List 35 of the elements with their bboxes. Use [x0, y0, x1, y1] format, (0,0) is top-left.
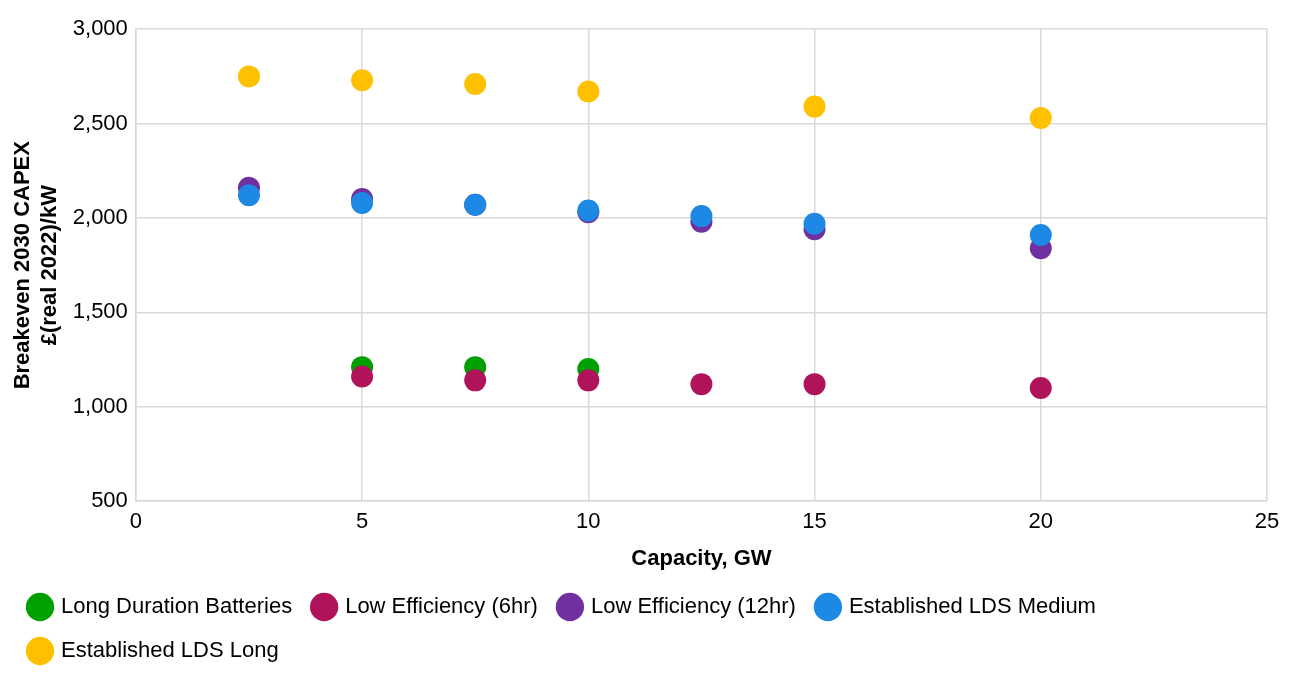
x-tick-label: 25	[1254, 508, 1280, 534]
legend-label: Low Efficiency (12hr)	[590, 593, 796, 619]
point	[1029, 223, 1052, 246]
point	[803, 373, 826, 396]
y-axis-title: Breakeven 2030 CAPEX £(real 2022)/kW	[9, 140, 61, 390]
point	[351, 69, 374, 92]
y-tick-label: 1,000	[72, 392, 128, 418]
y-tick-label: 3,000	[72, 15, 128, 41]
x-tick-label: 10	[576, 508, 601, 534]
legend-label: Long Duration Batteries	[61, 593, 293, 619]
point	[690, 373, 713, 396]
point	[1029, 376, 1052, 399]
x-tick-label: 20	[1028, 508, 1054, 534]
legend-label: Low Efficiency (6hr)	[345, 593, 538, 619]
legend-label: Established LDS Medium	[848, 593, 1096, 619]
point	[464, 72, 487, 95]
point	[690, 205, 713, 228]
point	[237, 65, 260, 88]
point	[1029, 106, 1052, 129]
legend-label: Established LDS Long	[61, 637, 279, 663]
y-tick-label: 500	[91, 487, 128, 513]
point	[803, 95, 826, 118]
y-tick-label: 1,500	[72, 298, 128, 324]
x-tick-label: 5	[355, 508, 369, 534]
point	[577, 80, 600, 103]
y-tick-label: 2,500	[72, 109, 128, 135]
point	[577, 369, 600, 392]
point	[351, 365, 374, 388]
x-tick-label: 15	[802, 508, 827, 534]
x-tick-label: 0	[129, 508, 142, 534]
x-axis-title: Capacity, GW	[631, 544, 772, 570]
point	[237, 184, 260, 207]
point	[803, 212, 826, 235]
point	[464, 369, 487, 392]
y-tick-label: 2,000	[72, 204, 128, 230]
